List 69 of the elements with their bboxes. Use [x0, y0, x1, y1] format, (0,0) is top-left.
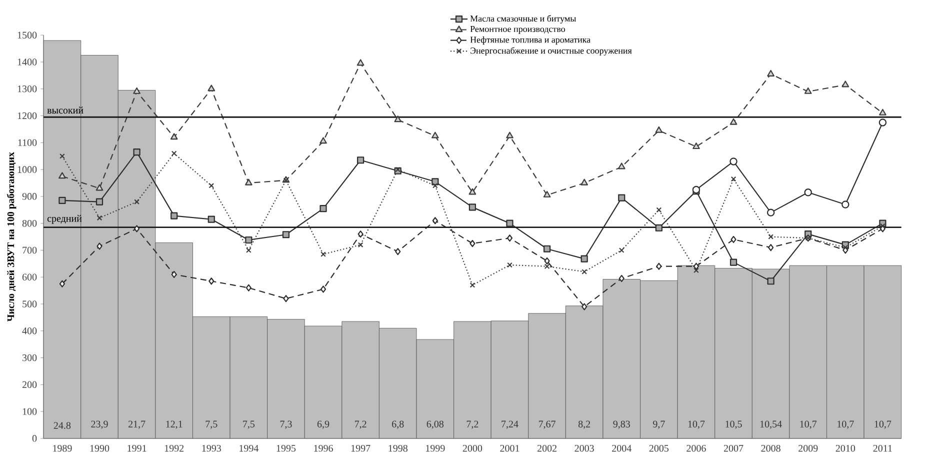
annotation: 6,9 [317, 420, 330, 430]
x-tick-label: 1992 [164, 445, 184, 452]
annotation: 10,5 [726, 420, 742, 430]
x-tick-label: 2010 [836, 445, 856, 452]
annotation: 9,83 [613, 420, 630, 430]
annotation: 7,3 [280, 420, 292, 430]
y-axis-title: Число дней ЗВУТ на 100 работающих [6, 152, 16, 322]
annotation: 7,67 [538, 420, 556, 430]
annotation: 7,2 [354, 420, 366, 430]
annotation: 6,08 [426, 420, 444, 430]
x-tick-label: 1995 [276, 445, 296, 452]
ref-line-label: средний [47, 215, 82, 224]
annotation: 7,2 [466, 420, 478, 430]
annotation: 9,7 [653, 420, 665, 430]
legend-label: Нефтяные топлива и ароматика [470, 36, 590, 45]
x-tick-label: 1990 [90, 445, 110, 452]
x-tick-label: 2011 [873, 445, 892, 452]
x-tick-label: 2000 [462, 445, 482, 452]
annotation: 24.8 [54, 422, 71, 430]
y-tick-label: 500 [22, 300, 37, 308]
annotation: 7,24 [502, 420, 518, 430]
y-tick-label: 400 [22, 328, 37, 334]
x-tick-label: 1989 [53, 445, 72, 452]
y-tick-label: 300 [22, 354, 37, 362]
legend-label: Энергоснабжение и очистные сооружения [470, 47, 632, 56]
y-tick-label: 100 [22, 408, 37, 416]
x-tick-label: 2003 [574, 445, 594, 452]
x-tick-label: 1999 [426, 445, 445, 452]
y-tick-label: 700 [22, 247, 37, 254]
x-tick-label: 2005 [649, 445, 669, 452]
annotation: 6,8 [392, 420, 404, 430]
y-tick-label: 200 [22, 382, 37, 388]
annotation: 10,54 [760, 420, 782, 430]
y-tick-label: 1000 [18, 166, 37, 174]
annotation: 10,7 [800, 420, 817, 430]
x-tick-label: 2004 [612, 445, 632, 452]
x-tick-label: 1994 [240, 445, 259, 452]
y-tick-label: 1500 [18, 32, 37, 39]
y-tick-label: 1400 [18, 58, 37, 66]
x-tick-label: 1996 [314, 445, 333, 452]
legend-label: Масла смазочные и битумы [470, 15, 576, 24]
annotation: 12,1 [166, 420, 182, 430]
x-tick-label: 2002 [537, 445, 556, 452]
y-tick-label: 800 [22, 220, 37, 227]
annotation: 10,7 [874, 420, 892, 430]
annotation: 7,5 [243, 421, 255, 430]
annotation: 8,2 [578, 420, 590, 430]
y-tick-label: 1200 [18, 112, 37, 120]
x-tick-label: 2006 [686, 445, 706, 452]
annotation: 7,5 [206, 421, 218, 430]
annotation: 23,9 [91, 420, 108, 430]
annotation: 10,7 [688, 420, 705, 430]
x-tick-label: 2009 [798, 445, 818, 452]
x-tick-label: 2008 [761, 445, 780, 452]
legend-label: Ремонтное производство [470, 26, 565, 34]
y-tick-label: 0 [32, 435, 37, 442]
x-tick-label: 1998 [388, 445, 408, 452]
x-tick-label: 1991 [128, 445, 146, 452]
x-tick-label: 2007 [724, 445, 744, 452]
annotation: 10,7 [838, 420, 854, 430]
x-tick-label: 1997 [351, 445, 370, 452]
y-tick-label: 1100 [18, 140, 37, 146]
x-tick-label: 1993 [202, 445, 221, 452]
y-tick-label: 900 [22, 193, 37, 200]
y-tick-label: 1300 [18, 86, 37, 92]
x-tick-label: 2001 [500, 445, 520, 452]
ref-line-label: высокий [47, 106, 84, 114]
annotation: 21,7 [128, 420, 146, 430]
y-tick-label: 600 [22, 274, 37, 281]
